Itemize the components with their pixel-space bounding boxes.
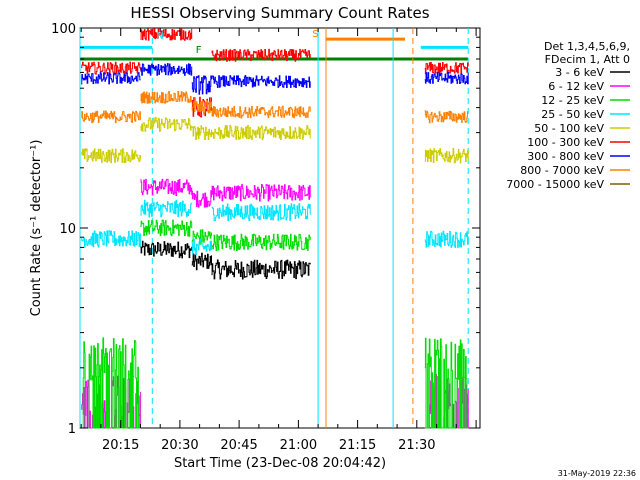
series-5-segment-0 xyxy=(81,61,141,75)
plot-area: N S F xyxy=(79,27,481,429)
series-3-segment-3 xyxy=(211,203,311,221)
x-tick-label: 20:45 xyxy=(220,438,257,453)
y-tick-label: 100 xyxy=(51,22,76,37)
legend-entry-label: 7000 - 15000 keV xyxy=(506,178,604,191)
legend-entry-label: 25 - 50 keV xyxy=(541,108,604,121)
series-4-segment-4 xyxy=(424,148,469,164)
legend-entry-label: 12 - 25 keV xyxy=(541,94,604,107)
annotation-f: F xyxy=(196,45,202,56)
x-tick-label: 21:30 xyxy=(398,438,435,453)
series-2-segment-4 xyxy=(424,337,469,429)
series-7-segment-1 xyxy=(140,90,193,104)
series-4-segment-1 xyxy=(140,116,193,132)
series-6-segment-0 xyxy=(81,72,141,85)
series-6-segment-4 xyxy=(424,71,469,85)
x-tick-label: 20:30 xyxy=(161,438,198,453)
x-tick-label: 21:00 xyxy=(280,438,317,453)
series-7-segment-3 xyxy=(211,105,311,119)
y-tick-label: 10 xyxy=(59,222,76,237)
series-3-segment-1 xyxy=(140,199,193,218)
y-tick-labels: 1 10 100 xyxy=(51,22,76,437)
series-1-segment-3 xyxy=(211,183,311,202)
series-3-segment-0 xyxy=(81,230,141,248)
legend: Det 1,3,4,5,6,9,FDecim 1, Att 03 - 6 keV… xyxy=(506,40,630,191)
series-0-segment-0 xyxy=(140,240,193,259)
y-axis-label: Count Rate (s⁻¹ detector⁻¹) xyxy=(29,140,44,317)
annotation-s: S xyxy=(312,29,318,40)
series-2-segment-1 xyxy=(140,219,193,237)
y-tick-label: 1 xyxy=(68,422,76,437)
series-4-segment-2 xyxy=(191,125,212,140)
series-3-segment-2 xyxy=(191,238,212,256)
series-5-segment-4 xyxy=(424,61,469,75)
series-6-segment-3 xyxy=(211,75,311,88)
series-7-segment-4 xyxy=(424,110,469,124)
legend-entry-label: 800 - 7000 keV xyxy=(520,164,604,177)
series-7-segment-0 xyxy=(81,110,141,124)
series-4-segment-0 xyxy=(81,148,141,164)
series-2-segment-0 xyxy=(81,337,141,429)
annotations: N S F xyxy=(156,29,318,56)
flag-bars xyxy=(80,37,469,61)
series-5-segment-1 xyxy=(140,28,193,41)
series-3-segment-4 xyxy=(424,230,469,248)
series-0-segment-1 xyxy=(191,252,212,271)
legend-entry-label: 300 - 800 keV xyxy=(527,150,604,163)
x-tick-labels: 20:15 20:30 20:45 21:00 21:15 21:30 xyxy=(102,438,436,453)
series-4-segment-3 xyxy=(211,124,311,141)
series-6-segment-2 xyxy=(191,75,212,95)
series-1-segment-1 xyxy=(140,178,193,196)
legend-entry-label: 6 - 12 keV xyxy=(548,80,604,93)
annotation-n: N xyxy=(156,31,163,42)
plot-frame xyxy=(79,27,481,429)
x-axis-label: Start Time (23-Dec-08 20:04:42) xyxy=(174,456,386,471)
series-5-segment-3 xyxy=(211,48,311,62)
series-7-segment-2 xyxy=(191,100,212,115)
series-2-segment-3 xyxy=(211,233,311,251)
legend-header-0: Det 1,3,4,5,6,9, xyxy=(544,40,630,53)
legend-header-1: FDecim 1, Att 0 xyxy=(545,53,630,66)
series-0-segment-2 xyxy=(211,259,311,280)
legend-entry-label: 3 - 6 keV xyxy=(555,66,604,79)
legend-entry-label: 50 - 100 keV xyxy=(534,122,604,135)
data-series xyxy=(81,28,469,429)
x-tick-label: 21:15 xyxy=(339,438,376,453)
timestamp: 31-May-2019 22:36 xyxy=(558,469,636,478)
chart-title: HESSI Observing Summary Count Rates xyxy=(130,4,429,22)
series-1-segment-2 xyxy=(191,190,212,208)
series-6-segment-1 xyxy=(140,63,193,76)
axis-ticks xyxy=(80,28,480,429)
legend-entry-label: 100 - 300 keV xyxy=(527,136,604,149)
x-tick-label: 20:15 xyxy=(102,438,139,453)
